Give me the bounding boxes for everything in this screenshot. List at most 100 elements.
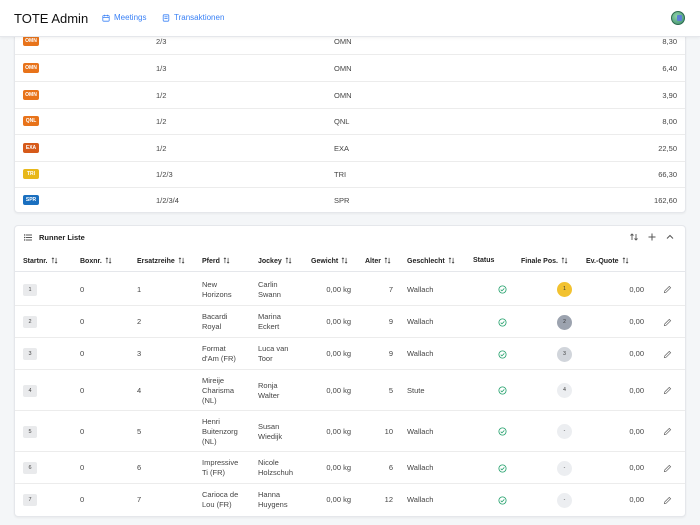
jockey-name-line: Marina — [258, 312, 281, 321]
ersatz: 1 — [137, 284, 142, 294]
final-position-badge: - — [557, 492, 572, 508]
sort-icon[interactable] — [561, 257, 568, 266]
sex: Stute — [407, 385, 425, 395]
jockey-name-line: Susan — [258, 421, 280, 431]
sort-arrows-icon[interactable] — [629, 232, 639, 242]
column-header-label: Ersatzreihe — [137, 258, 175, 265]
check-circle-icon — [498, 427, 507, 436]
bet-type: QNL — [334, 117, 350, 126]
column-header[interactable]: Finale Pos. — [521, 257, 568, 266]
chevron-up-icon[interactable] — [665, 232, 675, 242]
sort-icon[interactable] — [384, 257, 391, 266]
start-number-badge: 3 — [23, 348, 37, 360]
sort-icon[interactable] — [178, 257, 185, 266]
weight: 0,00 kg — [326, 284, 351, 294]
horse-name-line: Charisma — [202, 385, 235, 395]
ev-quote: 0,00 — [629, 349, 644, 358]
column-header[interactable]: Startnr. — [23, 257, 58, 266]
ersatz: 4 — [137, 385, 142, 395]
nav-meetings-label: Meetings — [114, 13, 147, 22]
combination: 1/2 — [156, 144, 167, 153]
result-row[interactable]: TRI 1/2/3 TRI 66,30 — [15, 161, 685, 188]
column-header[interactable]: Jockey — [258, 257, 292, 266]
horse-name-line: Henri — [202, 416, 220, 426]
runner-list-card: Runner Liste Startnr. Boxnr. Ersatzreihe Pf… — [14, 225, 686, 517]
pencil-icon[interactable] — [663, 386, 672, 395]
pencil-icon[interactable] — [663, 464, 672, 473]
final-position-badge: 1 — [557, 282, 572, 297]
result-row[interactable]: EXA 1/2 EXA 22,50 — [15, 135, 685, 162]
horse-name-line: Ti (FR) — [202, 468, 226, 477]
result-row[interactable]: OMN 1/3 OMN 6,40 — [15, 55, 685, 82]
horse-name-line: (NL) — [202, 395, 217, 405]
box-number: 0 — [80, 284, 85, 294]
bet-type: OMN — [334, 37, 352, 46]
runner-row: 4 0 4 Mireije Charisma (NL) Ronja Walter 0,00 kg… — [15, 370, 685, 411]
user-avatar[interactable] — [671, 11, 685, 25]
box-number: 0 — [80, 385, 85, 395]
nav-transactions[interactable]: Transaktionen — [162, 13, 224, 22]
jockey-name-line: Huygens — [258, 500, 288, 509]
bet-type-badge: OMN — [23, 36, 39, 46]
jockey-name: Ronja Walter — [258, 381, 279, 401]
horse-name: Mireije Charisma (NL) — [202, 376, 234, 406]
sort-icon[interactable] — [622, 257, 629, 266]
column-header[interactable]: Boxnr. — [80, 257, 112, 266]
sort-icon[interactable] — [223, 257, 230, 266]
column-header[interactable]: Gewicht — [311, 257, 348, 266]
nav-transactions-label: Transaktionen — [174, 13, 225, 22]
pencil-icon[interactable] — [663, 285, 672, 294]
column-header-label: Geschlecht — [407, 258, 445, 265]
column-header[interactable]: Ersatzreihe — [137, 257, 185, 266]
jockey-name-line: Holzschuh — [258, 468, 294, 477]
age: 9 — [388, 349, 393, 358]
sort-icon[interactable] — [448, 257, 455, 266]
horse-name-line: Impressive — [202, 458, 239, 467]
horse-name-line: New — [202, 279, 218, 289]
column-header[interactable]: Ev.-Quote — [586, 257, 629, 266]
weight: 0,00 kg — [326, 385, 351, 395]
pencil-icon[interactable] — [663, 350, 672, 359]
column-header-label: Pferd — [202, 258, 220, 265]
column-header[interactable]: Status — [473, 257, 494, 264]
horse-name: Format d'Am (FR) — [202, 344, 236, 364]
runner-row: 1 0 1 New Horizons Carlin Swann 0,00 kg 7 Wallach… — [15, 273, 685, 306]
age: 10 — [384, 426, 393, 436]
pencil-icon[interactable] — [663, 427, 672, 436]
result-row[interactable]: OMN 2/3 OMN 8,30 — [15, 28, 685, 55]
result-row[interactable]: OMN 1/2 OMN 3,90 — [15, 82, 685, 109]
pencil-icon[interactable] — [663, 496, 672, 505]
sort-icon[interactable] — [105, 257, 112, 266]
jockey-name: Carlin Swann — [258, 280, 281, 300]
column-header[interactable]: Alter — [365, 257, 391, 266]
sort-icon[interactable] — [51, 257, 58, 266]
nav-meetings[interactable]: Meetings — [102, 13, 146, 22]
column-header[interactable]: Geschlecht — [407, 257, 455, 266]
age: 9 — [388, 317, 393, 326]
sex: Wallach — [407, 426, 434, 436]
pencil-icon[interactable] — [663, 318, 672, 327]
bet-type-badge: OMN — [23, 63, 39, 73]
jockey-name-line: Wiedijk — [258, 431, 283, 441]
combination: 1/2 — [156, 117, 167, 126]
horse-name-line: d'Am (FR) — [202, 354, 236, 363]
column-header[interactable]: Pferd — [202, 257, 230, 266]
runner-list-header: Runner Liste — [15, 226, 685, 250]
sort-icon[interactable] — [341, 257, 348, 266]
bet-type: SPR — [334, 196, 350, 205]
jockey-name-line: Toor — [258, 354, 273, 363]
sex: Wallach — [407, 349, 434, 358]
plus-icon[interactable] — [647, 232, 657, 242]
bet-type-badge: SPR — [23, 195, 39, 205]
final-position-badge: - — [557, 424, 572, 439]
result-row[interactable]: QNL 1/2 QNL 8,00 — [15, 108, 685, 135]
sort-icon[interactable] — [285, 257, 292, 266]
start-number-badge: 7 — [23, 494, 37, 506]
column-header-label: Status — [473, 257, 495, 264]
ersatz: 2 — [137, 317, 142, 326]
quote: 22,50 — [658, 144, 677, 153]
column-header-label: Startnr. — [23, 258, 48, 265]
jockey-name: Marina Eckert — [258, 312, 281, 332]
horse-name-line: Bacardi — [202, 312, 228, 321]
result-row[interactable]: SPR 1/2/3/4 SPR 162,60 — [15, 187, 685, 214]
